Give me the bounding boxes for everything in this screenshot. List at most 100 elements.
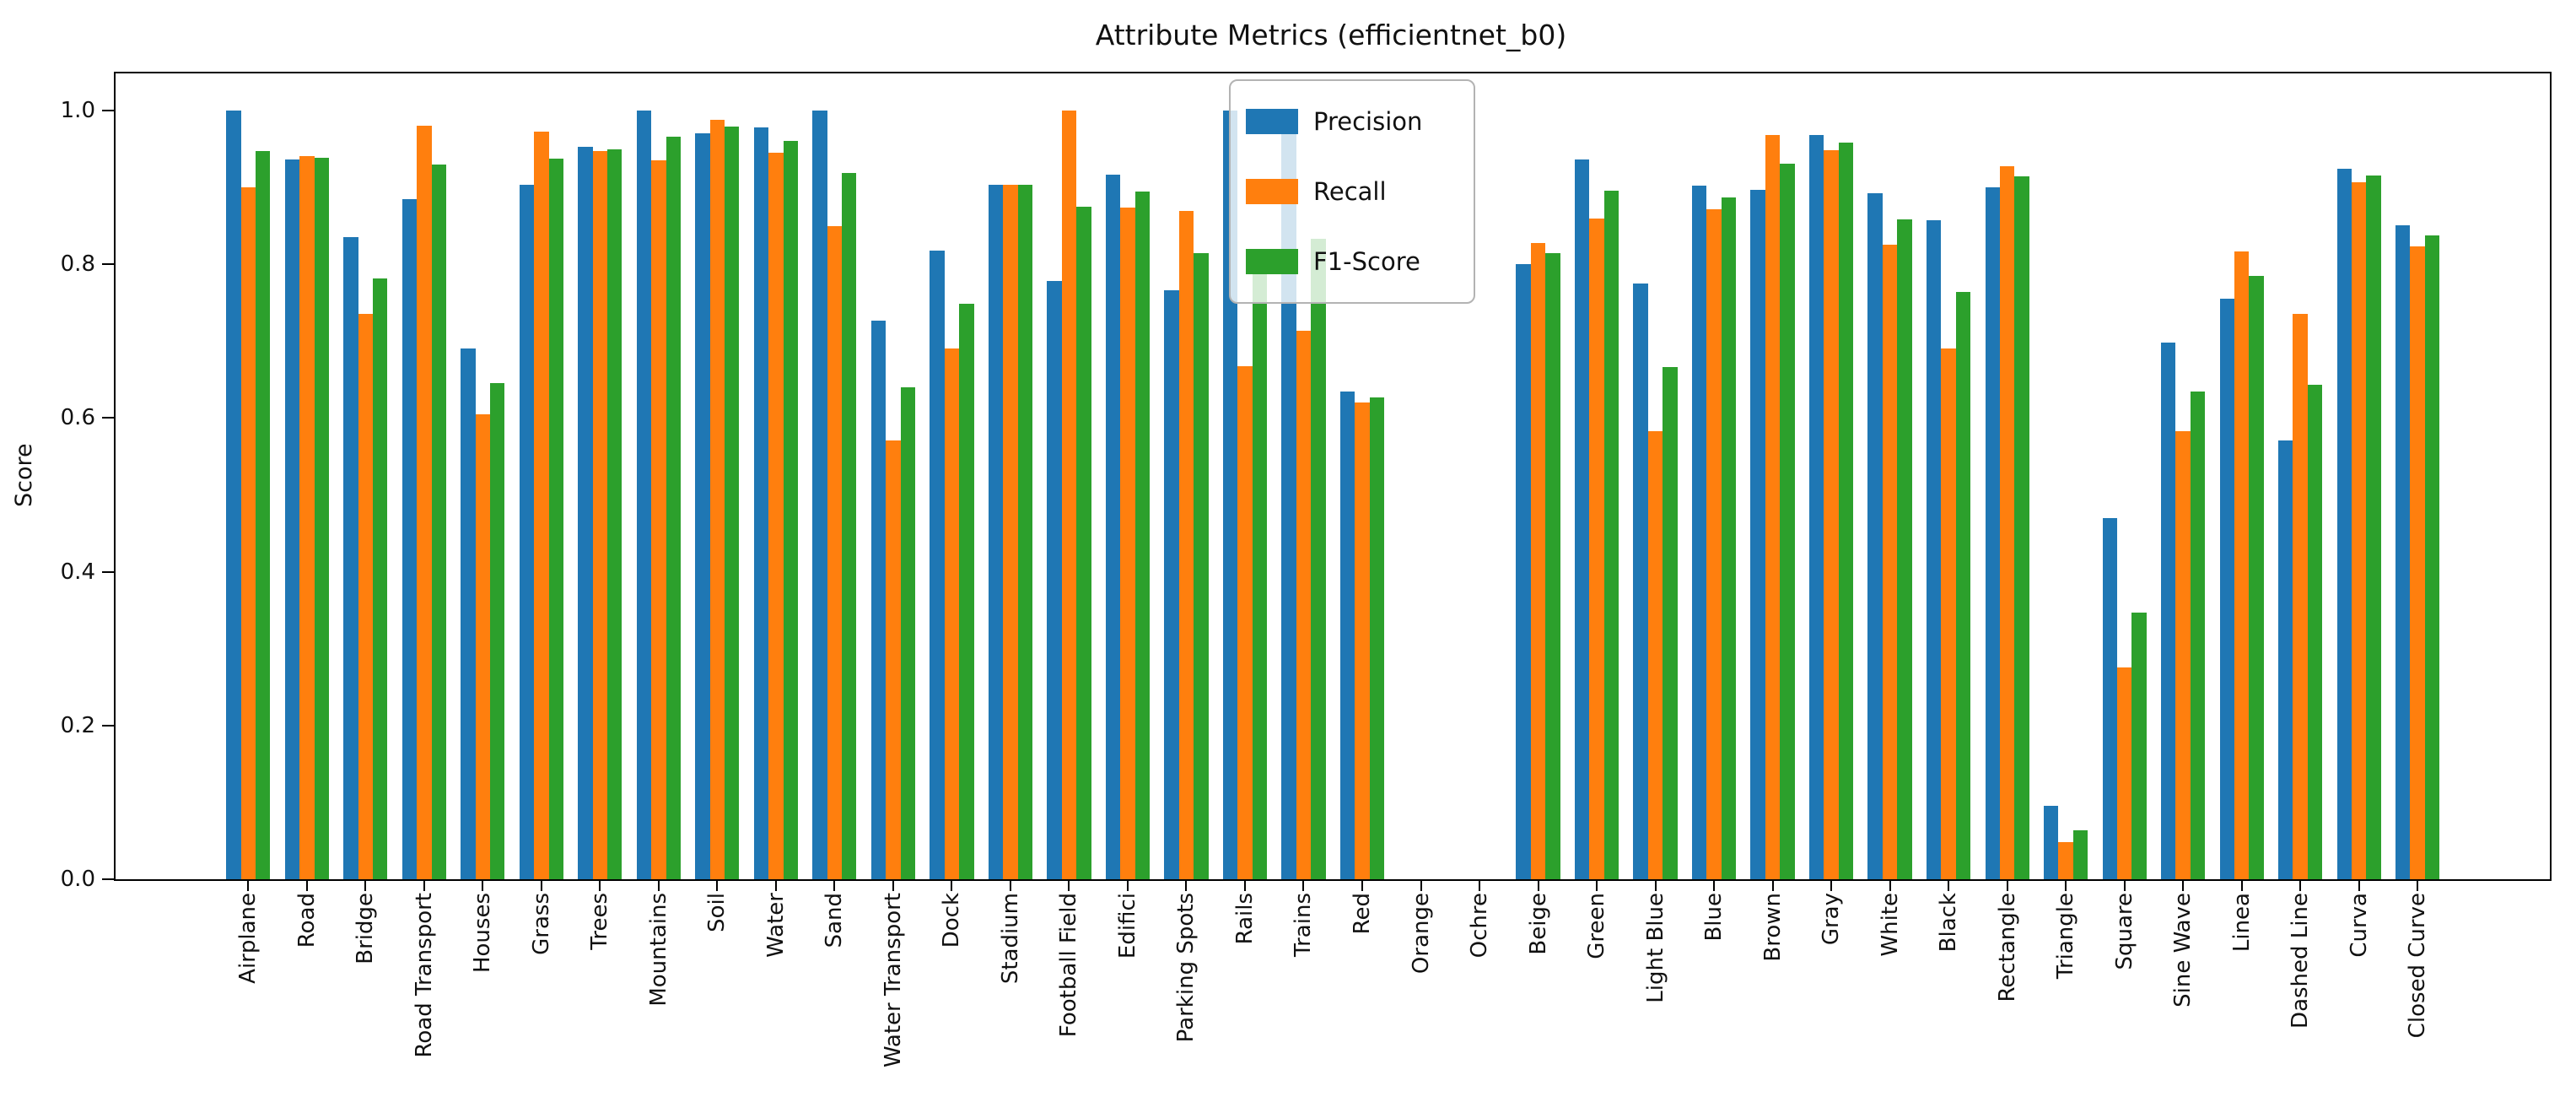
bar-precision-dock xyxy=(930,250,945,879)
bar-recall-triangle xyxy=(2058,842,2073,879)
y-tick-label: 0.6 xyxy=(60,405,95,431)
bar-precision-soil xyxy=(695,133,710,879)
y-tick-mark xyxy=(102,878,114,880)
bar-recall-rectangle xyxy=(1999,165,2015,879)
x-tick-label-water-transport: Water Transport xyxy=(880,893,906,1068)
bar-recall-water xyxy=(768,153,784,879)
y-tick-label: 0.4 xyxy=(60,559,95,585)
x-tick-mark xyxy=(1302,879,1305,891)
chart-title: Attribute Metrics (efficientnet_b0) xyxy=(1095,19,1567,51)
x-tick-label-triangle: Triangle xyxy=(2053,893,2079,980)
bar-precision-stadium xyxy=(988,185,1004,879)
x-tick-mark xyxy=(1889,879,1891,891)
bar-f1-score-beige xyxy=(1545,253,1560,879)
x-tick-label-red: Red xyxy=(1349,893,1375,935)
bar-precision-grass xyxy=(519,185,535,879)
legend-label: Precision xyxy=(1313,106,1423,136)
bar-precision-brown xyxy=(1750,189,1765,879)
bar-precision-triangle xyxy=(2044,806,2059,879)
bar-precision-square xyxy=(2102,517,2117,879)
x-tick-mark xyxy=(1596,879,1598,891)
bar-f1-score-bridge xyxy=(373,278,388,879)
x-tick-mark xyxy=(2182,879,2185,891)
x-tick-mark xyxy=(951,879,953,891)
x-tick-label-gray: Gray xyxy=(1819,893,1845,946)
bar-f1-score-water-transport xyxy=(900,386,915,879)
bar-f1-score-blue xyxy=(1721,197,1737,879)
bar-f1-score-light-blue xyxy=(1663,367,1678,879)
bar-precision-road-transport xyxy=(401,198,418,879)
x-tick-label-road: Road xyxy=(294,893,320,948)
x-tick-label-soil: Soil xyxy=(704,893,730,932)
x-tick-label-rectangle: Rectangle xyxy=(1994,893,2020,1002)
bar-f1-score-trains xyxy=(1311,239,1326,879)
legend-swatch-icon xyxy=(1246,249,1298,275)
x-tick-mark xyxy=(1654,879,1657,891)
bar-f1-score-dashed-line xyxy=(2307,385,2323,879)
bar-recall-grass xyxy=(534,131,549,879)
x-tick-label-closed-curve: Closed Curve xyxy=(2405,893,2431,1039)
x-tick-label-light-blue: Light Blue xyxy=(1642,893,1668,1003)
bar-f1-score-brown xyxy=(1780,163,1795,879)
y-tick-mark xyxy=(102,263,114,266)
bar-recall-trees xyxy=(592,151,608,879)
x-tick-mark xyxy=(833,879,836,891)
x-tick-mark xyxy=(1537,879,1539,891)
bar-recall-linea xyxy=(2234,251,2250,879)
bar-precision-light-blue xyxy=(1633,283,1648,879)
legend-entry-recall: Recall xyxy=(1246,177,1458,206)
legend-label: Recall xyxy=(1313,176,1387,206)
x-tick-mark xyxy=(716,879,719,891)
y-tick-label: 1.0 xyxy=(60,98,95,123)
bar-recall-trains xyxy=(1296,330,1312,879)
x-tick-mark xyxy=(2240,879,2243,891)
bar-f1-score-rectangle xyxy=(2014,176,2029,879)
bar-recall-white xyxy=(1882,244,1898,879)
bar-precision-rectangle xyxy=(1985,187,2000,879)
legend-swatch-icon xyxy=(1246,108,1298,134)
x-tick-mark xyxy=(2006,879,2008,891)
bar-recall-sine-wave xyxy=(2175,430,2191,879)
x-tick-mark xyxy=(482,879,484,891)
x-tick-label-football-field: Football Field xyxy=(1056,893,1082,1038)
y-tick-mark xyxy=(102,570,114,573)
bar-recall-black xyxy=(1941,348,1956,879)
x-tick-label-linea: Linea xyxy=(2228,893,2255,953)
x-tick-label-sand: Sand xyxy=(822,893,848,948)
x-tick-label-white: White xyxy=(1877,893,1903,957)
bar-f1-score-closed-curve xyxy=(2424,235,2440,879)
bar-precision-blue xyxy=(1691,186,1707,879)
bar-f1-score-road-transport xyxy=(431,164,446,879)
bar-precision-gray xyxy=(1808,135,1824,879)
bar-recall-square xyxy=(2116,667,2132,879)
legend: Precision Recall F1-Score xyxy=(1229,79,1475,304)
bar-f1-score-gray xyxy=(1838,143,1854,879)
bar-precision-dashed-line xyxy=(2278,440,2293,879)
bar-f1-score-water xyxy=(783,140,798,879)
x-tick-mark xyxy=(2358,879,2360,891)
x-tick-mark xyxy=(892,879,894,891)
legend-entry-f1-score: F1-Score xyxy=(1246,247,1458,276)
bar-f1-score-road xyxy=(314,157,329,879)
y-axis-label: Score xyxy=(11,443,37,507)
bar-recall-road-transport xyxy=(417,126,432,879)
bar-precision-water xyxy=(753,127,769,879)
bar-recall-stadium xyxy=(1003,185,1018,879)
bar-recall-parking-spots xyxy=(1178,211,1194,879)
bar-f1-score-rails xyxy=(1252,264,1268,879)
bar-recall-green xyxy=(1589,218,1604,879)
bar-recall-dashed-line xyxy=(2293,314,2308,879)
bar-f1-score-curva xyxy=(2366,176,2381,879)
bar-precision-airplane xyxy=(226,111,241,879)
bar-recall-football-field xyxy=(1061,111,1077,879)
bar-f1-score-grass xyxy=(548,159,563,879)
bar-f1-score-green xyxy=(1603,190,1619,879)
x-tick-label-blue: Blue xyxy=(1701,893,1727,942)
bar-recall-sand xyxy=(827,225,843,879)
x-tick-mark xyxy=(1771,879,1774,891)
x-tick-mark xyxy=(1126,879,1129,891)
x-tick-label-grass: Grass xyxy=(528,893,554,955)
bar-recall-edifici xyxy=(1120,207,1135,879)
bar-recall-light-blue xyxy=(1647,430,1663,879)
x-tick-label-trees: Trees xyxy=(587,893,613,950)
